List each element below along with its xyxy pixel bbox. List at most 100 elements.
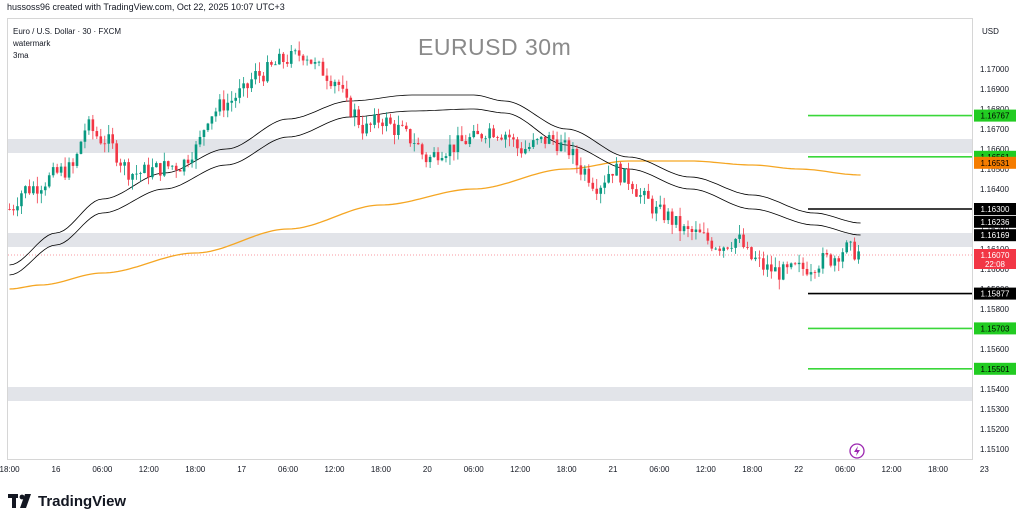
candle-body [821,252,825,269]
y-tick-label: 1.16600 [980,145,1009,154]
candle-body [55,167,59,173]
candle-body [512,137,515,140]
chart-legend: Euro / U.S. Dollar · 30 · FXCM watermark… [13,26,121,62]
candle-body [841,252,845,262]
candle-body [468,137,472,145]
candle-body [36,186,39,194]
level-badge-label: 1.16767 [981,112,1010,121]
candle-body [373,114,376,125]
candle-body [857,251,860,260]
y-tick-label: 1.17000 [980,65,1009,74]
x-tick-label: 20 [423,465,432,474]
candle-body [143,164,146,174]
x-tick-label: 21 [609,465,618,474]
candle-body [8,209,11,210]
candle-body [773,267,777,272]
candle-body [639,195,642,197]
candle-body [599,187,603,194]
candle-body [531,140,535,147]
brand[interactable]: TradingView [8,490,126,512]
candle-body [460,135,464,142]
candle-body [389,117,392,124]
candle-body [416,143,420,145]
x-tick-label: 12:00 [510,465,531,474]
chart-watermark: EURUSD 30m [418,34,572,60]
candle-body [631,183,634,190]
candle-body [178,169,182,172]
candle-body [321,61,325,76]
candle-body [738,234,741,239]
candle-body [420,144,424,155]
price-badge [974,156,1016,169]
candle-body [746,247,749,248]
candle-body [393,123,396,136]
candle-body [28,186,31,194]
candle-body [385,117,388,127]
currency-label[interactable]: USD [982,27,999,36]
candle-body [166,161,170,167]
candle-body [698,229,702,233]
candle-body [39,190,43,194]
candle-body [547,135,551,144]
candle-body [266,62,269,82]
attribution-header: hussoss96 created with TradingView.com, … [7,2,285,12]
candle-body [440,158,444,161]
candle-body [801,262,805,269]
candle-body [293,50,297,52]
candle-body [837,258,841,262]
candle-body [95,131,99,137]
x-tick-label: 06:00 [278,465,299,474]
tradingview-logo-icon [8,494,31,508]
candle-body [658,204,662,207]
candle-body [789,263,793,268]
candle-body [436,152,440,161]
candle-body [488,128,491,139]
candle-body [575,149,579,166]
indicator-3ma-label[interactable]: 3ma [13,51,29,60]
candle-body [543,136,547,144]
candle-body [325,75,329,81]
candle-body [357,109,360,125]
candle-body [452,144,456,153]
candle-body [155,163,158,168]
candle-body [317,61,321,63]
candle-body [643,190,646,196]
candle-body [234,97,237,101]
candle-body [742,234,745,248]
candle-body [333,81,337,87]
candle-body [833,258,837,266]
candle-body [670,211,674,225]
candle-body [285,62,289,64]
candle-body [690,228,694,232]
symbol-label[interactable]: Euro / U.S. Dollar · 30 · FXCM [13,27,122,36]
flash-icon[interactable] [848,442,866,460]
indicator-watermark-label[interactable]: watermark [13,39,51,48]
zone [8,387,972,401]
candle-body [611,173,614,176]
candle-body [313,62,317,64]
x-tick-label: 22 [794,465,803,474]
candle-body [492,128,495,138]
candle-body [754,257,757,260]
price-badge [974,229,1016,242]
candle-body [845,242,849,253]
x-tick-label: 18:00 [185,465,206,474]
time-axis: 18:00 16 06:00 12:00 18:00 17 06:00 12:00 18:00 2… [0,465,989,474]
candle-body [444,156,448,159]
candle-body [210,116,214,124]
level-badge [974,109,1016,122]
candle-body [365,123,368,134]
x-tick-label: 06:00 [835,465,856,474]
moving-average-line [9,160,861,290]
candle-body [381,122,384,127]
candle-body [71,162,75,166]
candle-body [361,124,364,134]
candle-body [623,168,626,183]
candle-body [408,129,412,144]
candle-body [254,71,257,80]
price-badge-label: 1.16236 [981,218,1010,227]
candle-body [301,55,305,61]
candlesticks [8,41,860,290]
candle-body [79,141,83,154]
